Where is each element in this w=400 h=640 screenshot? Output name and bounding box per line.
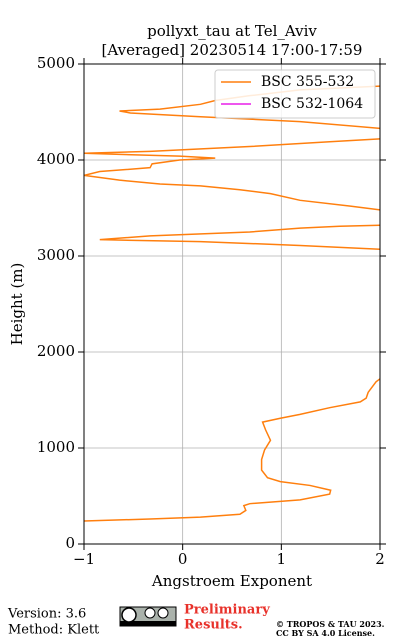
y-tick-label: 1000 [37, 438, 75, 456]
x-axis-label: Angstroem Exponent [151, 572, 312, 590]
license: © TROPOS & TAU 2023. [276, 619, 385, 629]
legend-label: BSC 355-532 [261, 74, 354, 90]
notice: Preliminary [184, 603, 270, 618]
method: Method: Klett [8, 623, 100, 638]
y-tick-label: 3000 [37, 246, 75, 264]
y-tick-label: 2000 [37, 342, 75, 360]
chart-subtitle: [Averaged] 20230514 17:00-17:59 [102, 41, 363, 59]
x-tick-label: −1 [73, 550, 95, 568]
y-tick-label: 4000 [37, 150, 75, 168]
line [84, 138, 380, 211]
chart-title: pollyxt_tau at Tel_Aviv [147, 22, 317, 40]
y-axis-label: Height (m) [8, 263, 26, 346]
x-tick-label: 2 [375, 550, 385, 568]
legend-box [214, 69, 376, 119]
cc-logo [119, 606, 177, 627]
x-tick-label: 1 [277, 550, 287, 568]
line [99, 224, 380, 251]
version: Version: 3.6 [7, 607, 86, 622]
plot-lines [84, 85, 380, 522]
line [84, 378, 380, 522]
x-tick-label: 0 [178, 550, 188, 568]
legend-label: BSC 532-1064 [261, 96, 363, 112]
license: CC BY SA 4.0 License. [276, 628, 375, 638]
y-tick-label: 5000 [37, 54, 75, 72]
plot-frame [83, 63, 381, 545]
y-tick-label: 0 [65, 534, 75, 552]
notice: Results. [184, 618, 243, 633]
